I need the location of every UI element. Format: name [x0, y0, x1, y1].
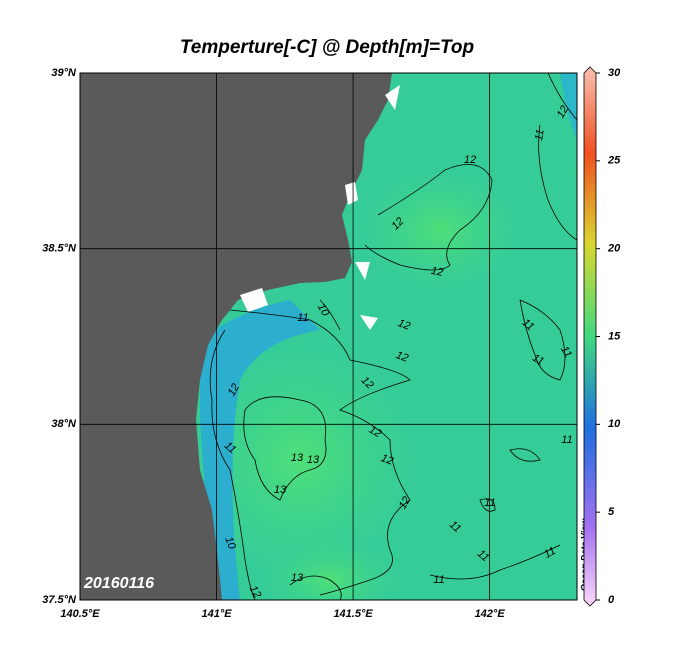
contour-label: 11: [433, 574, 444, 586]
contour-label: 12: [394, 349, 410, 364]
x-tick-label: 140.5°E: [60, 608, 100, 620]
warm-patch: [260, 540, 400, 600]
contour-label: 12: [226, 382, 243, 399]
colorbar-tick-label: 0: [608, 594, 615, 606]
y-tick-label: 39°N: [51, 67, 77, 79]
date-label: 20160116: [83, 575, 154, 592]
contour-label: 10: [222, 535, 238, 551]
x-tick-label: 142°E: [475, 608, 506, 620]
colorbar-ramp: [583, 66, 597, 607]
x-tick-label: 141°E: [201, 608, 232, 620]
contour-label: 12: [430, 265, 444, 279]
y-tick-label: 38.5°N: [42, 243, 77, 255]
map-title: Temperture[-C] @ Depth[m]=Top: [180, 37, 474, 58]
colorbar-tick-label: 20: [607, 243, 621, 255]
contour-label: 12: [367, 424, 384, 441]
contour-label: 12: [464, 154, 476, 166]
contour-label: 12: [247, 584, 264, 601]
warm-patch: [360, 170, 520, 290]
land: [80, 73, 392, 600]
y-tick-label: 38°N: [51, 418, 77, 430]
contour-label: 12: [379, 452, 395, 467]
warm-patch: [180, 340, 420, 580]
contour-label: 11: [558, 344, 574, 360]
contour-label: 11: [533, 128, 547, 141]
colorbar-tick-label: 30: [608, 67, 621, 79]
colorbar-tick-label: 10: [608, 418, 621, 430]
colorbar-tick-label: 5: [608, 506, 615, 518]
contour-label: 11: [542, 545, 558, 561]
contour-label: 13: [291, 452, 304, 464]
contour-label: 12: [396, 317, 412, 332]
contour-label: 11: [530, 352, 546, 368]
contour-label: 11: [561, 434, 572, 446]
x-tick-label: 141.5°E: [333, 608, 373, 620]
contour-lines: [209, 73, 577, 600]
contour-label: 11: [297, 312, 308, 324]
contour-label: 12: [555, 104, 572, 121]
contour-label: 12: [397, 495, 414, 512]
contour-label: 13: [307, 454, 320, 466]
colorbar: 0 5 10 15 20 25 30: [583, 66, 621, 607]
unmapped-coast: [240, 85, 400, 330]
y-tick-label: 37.5°N: [42, 594, 77, 606]
contour-label: 13: [291, 572, 304, 584]
colorbar-tick-label: 25: [607, 155, 621, 167]
colorbar-tick-label: 15: [608, 330, 621, 342]
cold-water: [560, 73, 577, 140]
ocean-field: 1211121212101112121212111212131313111211…: [80, 73, 577, 601]
cold-coastal-water: [200, 300, 320, 600]
contour-label: 13: [274, 484, 287, 496]
